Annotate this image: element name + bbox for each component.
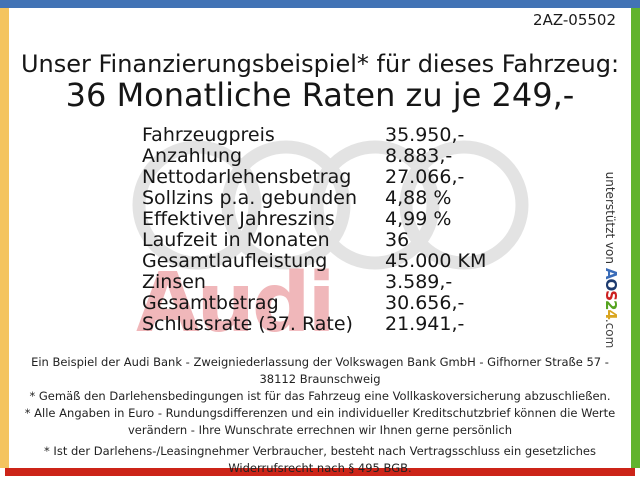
vehicle-reference-code: 2AZ-05502 xyxy=(533,11,616,29)
table-row: Fahrzeugpreis 35.950,- xyxy=(142,125,486,146)
legal-footer: Ein Beispiel der Audi Bank - Zweignieder… xyxy=(20,354,620,477)
aos24-logo-letter: O xyxy=(602,278,620,291)
row-label: Schlussrate (37. Rate) xyxy=(142,313,353,335)
frame-bar-bottom xyxy=(5,468,635,476)
table-row: Zinsen 3.589,- xyxy=(142,272,486,293)
row-value: 8.883,- xyxy=(385,145,453,167)
legal-footer-line: * Alle Angaben in Euro - Rundungsdiffere… xyxy=(24,406,616,420)
row-label: Nettodarlehensbetrag xyxy=(142,166,352,188)
row-label: Laufzeit in Monaten xyxy=(142,229,330,251)
aos24-logo-letter: 4 xyxy=(602,309,620,319)
legal-footer-line: Widerrufsrecht nach § 495 BGB. xyxy=(228,461,412,475)
table-row: Laufzeit in Monaten 36 xyxy=(142,230,486,251)
table-row: Schlussrate (37. Rate) 21.941,- xyxy=(142,314,486,335)
audi-rings-watermark-icon xyxy=(132,140,529,270)
supported-by-label: unterstützt von xyxy=(603,171,617,268)
row-label: Zinsen xyxy=(142,271,206,293)
table-row: Anzahlung 8.883,- xyxy=(142,146,486,167)
row-label: Gesamtbetrag xyxy=(142,292,279,314)
frame-bar-right xyxy=(631,8,640,468)
frame-bar-left xyxy=(0,8,9,468)
table-row: Nettodarlehensbetrag 27.066,- xyxy=(142,167,486,188)
legal-footer-line: Ein Beispiel der Audi Bank - Zweignieder… xyxy=(31,355,609,369)
frame-bar-top xyxy=(0,0,640,8)
audi-text-watermark: Audi xyxy=(136,256,336,351)
row-label: Anzahlung xyxy=(142,145,243,167)
row-value: 3.589,- xyxy=(385,271,453,293)
row-value: 21.941,- xyxy=(385,313,465,335)
table-row: Gesamtlaufleistung 45.000 KM xyxy=(142,251,486,272)
legal-footer-line: * Gemäß den Darlehensbedingungen ist für… xyxy=(29,389,611,403)
supported-by-banner: unterstützt von AOS24.com xyxy=(602,165,620,355)
aos24-logo-letter: S xyxy=(602,290,620,301)
aos24-logo-letter: A xyxy=(602,267,620,279)
row-value: 36 xyxy=(385,229,410,251)
table-row: Effektiver Jahreszins 4,99 % xyxy=(142,209,486,230)
row-value: 4,99 % xyxy=(385,208,452,230)
table-row: Sollzins p.a. gebunden 4,88 % xyxy=(142,188,486,209)
row-label: Gesamtlaufleistung xyxy=(142,250,328,272)
aos24-domain-suffix: .com xyxy=(603,318,617,349)
monthly-rate-headline: 36 Monatliche Raten zu je 249,- xyxy=(65,76,575,114)
legal-footer-line: * Ist der Darlehens-/Leasingnehmer Verbr… xyxy=(44,444,596,458)
row-value: 45.000 KM xyxy=(385,250,487,272)
legal-footer-line: verändern - Ihre Wunschrate errechnen wi… xyxy=(127,423,513,437)
legal-footer-line: 38112 Braunschweig xyxy=(259,372,381,386)
row-value: 27.066,- xyxy=(385,166,465,188)
aos24-logo: AOS24 xyxy=(602,268,620,319)
financing-title: Unser Finanzierungsbeispiel* für dieses … xyxy=(20,50,620,78)
row-value: 35.950,- xyxy=(385,124,465,146)
row-label: Effektiver Jahreszins xyxy=(142,208,335,230)
row-label: Fahrzeugpreis xyxy=(142,124,275,146)
row-label: Sollzins p.a. gebunden xyxy=(142,187,357,209)
row-value: 30.656,- xyxy=(385,292,465,314)
table-row: Gesamtbetrag 30.656,- xyxy=(142,293,486,314)
finance-table: Fahrzeugpreis 35.950,- Anzahlung 8.883,-… xyxy=(142,125,486,335)
row-value: 4,88 % xyxy=(385,187,452,209)
